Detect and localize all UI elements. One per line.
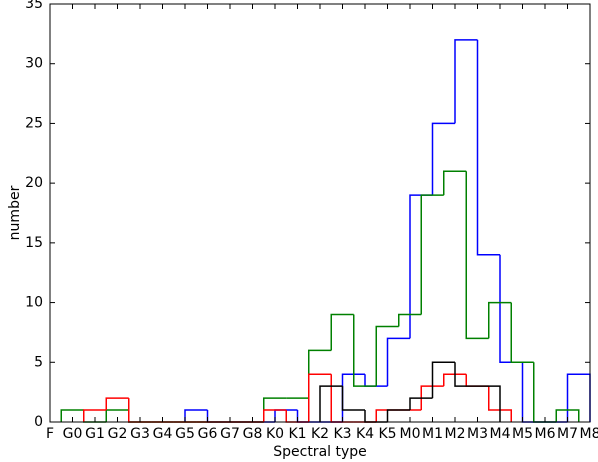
histogram-step <box>386 409 410 422</box>
x-tick-label: G3 <box>130 426 150 442</box>
y-tick-label: 25 <box>25 115 43 131</box>
x-tick-label: G7 <box>220 426 240 442</box>
histogram-step <box>330 313 354 351</box>
y-tick-label: 35 <box>25 0 43 12</box>
x-tick-label: M6 <box>535 426 556 442</box>
x-tick-label: M0 <box>400 426 421 442</box>
histogram-step <box>454 39 478 124</box>
x-tick-label: G8 <box>243 426 263 442</box>
histogram-step <box>341 386 365 411</box>
histogram-step <box>60 409 84 422</box>
histogram-step <box>465 171 489 340</box>
x-tick-label: F <box>46 426 54 442</box>
histogram-step <box>510 302 534 364</box>
histogram-step <box>420 385 444 411</box>
histogram-step <box>443 170 467 196</box>
y-tick-label: 10 <box>25 295 43 311</box>
x-tick-label: M4 <box>490 426 511 442</box>
histogram-step <box>206 410 230 423</box>
x-tick-label: G5 <box>175 426 195 442</box>
histogram-step <box>476 39 500 256</box>
x-tick-label: K3 <box>333 426 351 442</box>
x-tick-label: M8 <box>580 426 598 442</box>
histogram-step <box>443 373 467 387</box>
x-tick-label: K5 <box>378 426 396 442</box>
histogram-step <box>83 409 107 422</box>
y-tick-label: 5 <box>34 354 43 370</box>
histogram-step <box>375 325 399 387</box>
x-tick-label: K1 <box>288 426 306 442</box>
histogram-step <box>353 314 377 387</box>
plot-frame <box>49 3 591 423</box>
x-tick-label: M2 <box>445 426 466 442</box>
histogram-step <box>533 362 557 423</box>
histogram-step <box>409 397 433 411</box>
y-axis-label: number <box>7 185 23 240</box>
histogram-step <box>555 409 580 422</box>
histogram-step <box>105 397 129 411</box>
x-tick-label: M1 <box>422 426 443 442</box>
histogram-step <box>398 313 422 327</box>
histogram-step <box>184 409 208 422</box>
histogram-step <box>488 301 512 339</box>
x-tick-label: M7 <box>557 426 578 442</box>
histogram-step <box>386 337 410 387</box>
y-tick-label: 0 <box>34 414 43 430</box>
x-tick-label: G1 <box>85 426 105 442</box>
histogram-step <box>319 385 343 422</box>
histogram-step <box>420 194 444 315</box>
x-tick-label: K0 <box>266 426 284 442</box>
x-tick-label: G0 <box>63 426 83 442</box>
x-tick-label: M5 <box>512 426 533 442</box>
x-tick-label: K4 <box>356 426 374 442</box>
y-tick-label: 30 <box>25 56 43 72</box>
x-tick-label: G2 <box>108 426 128 442</box>
histogram-step <box>454 362 478 387</box>
x-axis-label: Spectral type <box>273 444 367 460</box>
histogram-step <box>308 373 332 422</box>
histogram-step <box>431 122 455 196</box>
x-tick-label: G4 <box>153 426 173 442</box>
x-tick-label: K2 <box>311 426 329 442</box>
x-tick-label: G6 <box>198 426 218 442</box>
y-tick-label: 20 <box>25 175 43 191</box>
histogram-step <box>263 409 287 422</box>
x-tick-label: M3 <box>467 426 488 442</box>
histogram-step <box>465 374 489 387</box>
histogram-step <box>477 385 501 422</box>
histogram-step <box>431 361 455 399</box>
y-tick-label: 15 <box>25 235 43 251</box>
